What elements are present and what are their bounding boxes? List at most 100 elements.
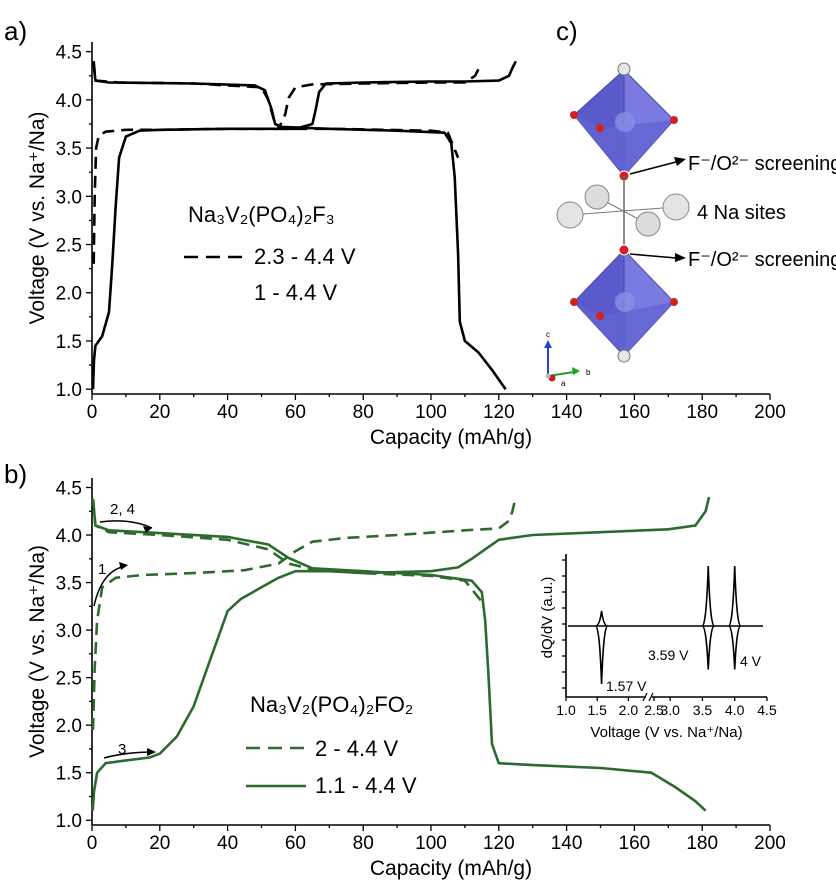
annotation-arrow-2-4 xyxy=(99,520,153,529)
panel-b-x-tick-label: 20 xyxy=(149,833,170,854)
panel-a-series-3 xyxy=(92,61,507,390)
panel-a-axes: 0 20 40 60 80 100 120 140 160 180 200 1.0 1.5 2.0 2.5 3… xyxy=(56,42,786,423)
panel-b-legend-dashed-label: 2 - 4.4 V xyxy=(315,736,398,761)
panel-b-x-tick-label: 120 xyxy=(483,833,515,854)
inset-x-tick-label: 2.0 xyxy=(619,702,639,718)
panel-b-x-tick-label: 0 xyxy=(87,833,98,854)
panel-b-y-axis-label: Voltage (V vs. Na⁺/Na) xyxy=(26,545,49,758)
panel-label-b: b) xyxy=(4,459,27,489)
inset-curves xyxy=(568,565,763,685)
arrowhead-screening-bottom xyxy=(675,253,686,262)
label-screening-top: F⁻/O²⁻ screening xyxy=(688,153,836,175)
inset-peak-4 xyxy=(727,565,742,627)
panel-a-series-group xyxy=(91,60,517,390)
panel-b-y-tick-label: 2.5 xyxy=(56,669,82,690)
atom-o-top-3 xyxy=(670,116,678,124)
panel-b-y-tick-label: 4.0 xyxy=(56,526,82,547)
atom-bottom-apex xyxy=(617,349,631,363)
panel-a-y-axis-label: Voltage (V vs. Na⁺/Na) xyxy=(26,111,49,324)
panel-a-y-tick-label: 1.0 xyxy=(56,380,82,401)
panel-b-y-tick-label: 3.0 xyxy=(56,621,82,642)
panel-b-x-tick-label: 180 xyxy=(686,833,718,854)
annotation-arrowhead-3 xyxy=(147,748,156,756)
arrow-screening-bottom xyxy=(629,253,677,259)
panel-b-y-tick-label: 3.5 xyxy=(56,574,82,595)
atom-top-apex xyxy=(617,62,631,76)
inset-x-axis-label: Voltage (V vs. Na⁺/Na) xyxy=(590,724,742,741)
panel-a-x-axis-label: Capacity (mAh/g) xyxy=(370,426,532,449)
panel-b-inset-dqdv: 1.0 1.5 2.0 2.53.0 3.5 4.0 4.5 Voltage (V vs. … xyxy=(539,554,777,741)
panel-a-x-tick-label: 60 xyxy=(285,402,306,423)
label-na-sites: 4 Na sites xyxy=(697,202,786,224)
panel-a-y-tick-label: 4.0 xyxy=(56,91,82,112)
panel-b-y-tick-label: 4.5 xyxy=(56,479,82,500)
label-screening-bottom: F⁻/O²⁻ screening xyxy=(688,249,836,271)
panel-a-y-tick-label: 2.5 xyxy=(56,236,82,257)
atom-f-bottom xyxy=(618,244,630,256)
panel-b-series-1 xyxy=(91,498,483,603)
panel-b-chart: 0 20 40 60 80 100 120 140 160 180 2001.01.52.02.53… xyxy=(26,478,786,880)
panel-a-series-0 xyxy=(92,68,480,264)
panel-a-series-1 xyxy=(92,61,460,159)
inset-peak-3 xyxy=(701,625,715,670)
panel-a-x-tick-label: 200 xyxy=(754,402,786,423)
inset-axes: 1.0 1.5 2.0 2.53.0 3.5 4.0 4.5 xyxy=(556,554,777,718)
atom-o-top-2 xyxy=(596,124,604,132)
annotation-cycle-3: 3 xyxy=(118,741,126,758)
atom-o-bottom-1 xyxy=(570,298,578,306)
panel-b-x-tick-label: 40 xyxy=(217,833,238,854)
panel-label-a: a) xyxy=(4,16,27,46)
panel-a-legend-solid-label: 1 - 4.4 V xyxy=(254,280,337,305)
panel-b-series-3 xyxy=(91,498,707,812)
inset-peak-5 xyxy=(728,625,742,670)
panel-label-c: c) xyxy=(556,16,578,46)
octahedron-top xyxy=(573,68,675,178)
inset-x-tick-label: 3.0 xyxy=(660,702,680,718)
panel-a-series-2 xyxy=(91,60,517,390)
atom-o-bottom-2 xyxy=(596,312,604,320)
panel-a-x-tick-label: 180 xyxy=(686,402,718,423)
panel-b-legend-solid-label: 1.1 - 4.4 V xyxy=(315,773,417,798)
panel-b-x-tick-label: 100 xyxy=(415,833,447,854)
octahedron-bottom xyxy=(573,248,675,358)
annotation-cycle-2-4: 2, 4 xyxy=(110,501,135,518)
panel-b-x-axis-label: Capacity (mAh/g) xyxy=(370,857,532,880)
panel-b-legend-title: Na₃V₂(PO₄)₂FO₂ xyxy=(250,692,413,717)
inset-peak-0 xyxy=(595,610,608,627)
inset-peak-2 xyxy=(701,565,716,627)
panel-b-series-2 xyxy=(91,496,711,811)
inset-x-tick-label: 4.0 xyxy=(725,702,745,718)
panel-a-x-tick-label: 160 xyxy=(619,402,651,423)
panel-a-x-tick-label: 20 xyxy=(149,402,170,423)
panel-b-y-tick-label: 1.5 xyxy=(56,764,82,785)
panel-b-x-tick-label: 140 xyxy=(551,833,583,854)
panel-b-axes: 0 20 40 60 80 100 120 140 160 180 2001.01.52.02.53… xyxy=(56,478,786,854)
arrow-screening-top xyxy=(629,161,677,175)
arrowhead-screening-top xyxy=(674,157,686,166)
panel-a-x-tick-label: 0 xyxy=(87,402,98,423)
panel-c-structure: F⁻/O²⁻ screening 4 Na sites F⁻/O²⁻ scree… xyxy=(544,62,836,388)
inset-x-tick-label: 3.5 xyxy=(693,702,713,718)
atom-o-top-1 xyxy=(570,111,578,119)
inset-label-3-59: 3.59 V xyxy=(648,647,689,663)
panel-a-y-tick-label: 3.5 xyxy=(56,139,82,160)
inset-peak-1 xyxy=(594,625,609,685)
panel-b-y-tick-label: 1.0 xyxy=(56,811,82,832)
panel-a-y-tick-label: 2.0 xyxy=(56,284,82,305)
annotation-cycle-1: 1 xyxy=(98,561,106,578)
panel-a-legend-dashed-label: 2.3 - 4.4 V xyxy=(254,244,356,269)
inset-x-tick-label: 1.5 xyxy=(587,702,607,718)
inset-label-4: 4 V xyxy=(740,653,762,669)
axis-triad xyxy=(544,340,580,382)
panel-b-x-tick-label: 200 xyxy=(754,833,786,854)
atom-o-bottom-3 xyxy=(670,298,678,306)
panel-a-x-tick-label: 120 xyxy=(483,402,515,423)
axis-triad-a: a xyxy=(561,379,566,388)
inset-axis-break-1 xyxy=(642,692,648,702)
inset-label-1-57: 1.57 V xyxy=(606,678,647,694)
inset-y-axis-label: dQ/dV (a.u.) xyxy=(539,577,556,659)
na-sites xyxy=(556,184,690,237)
annotation-arrowhead-2-4 xyxy=(143,526,152,533)
inset-x-tick-label: 4.5 xyxy=(757,702,777,718)
